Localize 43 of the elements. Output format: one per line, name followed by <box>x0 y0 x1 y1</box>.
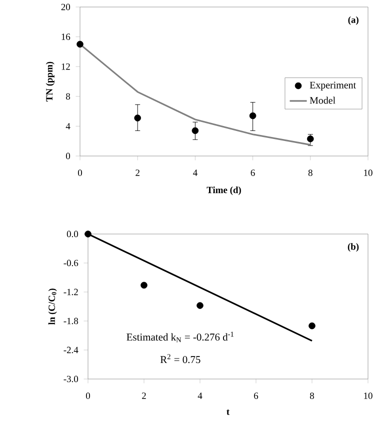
x-tick-label: 0 <box>78 170 82 176</box>
x-tick-label: 6 <box>254 392 258 399</box>
x-tick-label: 2 <box>136 170 140 176</box>
y-axis-title: ln (C/C$_{0}$) <box>48 288 57 325</box>
annotation: (b) <box>348 243 359 252</box>
annotation: (a) <box>348 16 358 25</box>
point <box>76 40 84 48</box>
x-tick-label: 6 <box>250 170 255 176</box>
point <box>192 127 199 134</box>
legend-label: Experiment <box>310 82 356 90</box>
y-tick-label: -3.0 <box>64 376 78 382</box>
y-tick-label: -1.8 <box>64 318 78 324</box>
y-tick-label: 12 <box>62 63 70 70</box>
point <box>140 282 148 289</box>
y-tick-label: 20 <box>61 4 70 10</box>
legend-label: Model <box>310 96 336 104</box>
x-axis-title: Time (d) <box>206 186 241 196</box>
y-tick-label: -2.4 <box>64 346 78 354</box>
y-tick-label: 16 <box>62 34 70 40</box>
y-tick-label: -1.2 <box>64 288 78 296</box>
point <box>84 230 92 238</box>
point <box>249 112 256 120</box>
point <box>196 302 204 309</box>
x-tick-label: 2 <box>142 392 146 399</box>
x-tick-label: 8 <box>310 392 314 399</box>
y-tick-label: 0 <box>66 152 70 160</box>
point <box>308 322 316 330</box>
y-axis-title: TN (ppm) <box>46 62 54 102</box>
point <box>307 135 314 142</box>
x-tick-label: 8 <box>308 170 312 176</box>
y-tick-label: 0.0 <box>66 230 78 238</box>
annotation: R$^{2}$ = 0.75 <box>160 354 200 364</box>
x-tick-label: 10 <box>364 170 372 176</box>
x-axis-title: t <box>226 410 230 415</box>
y-tick-label: -0.6 <box>64 260 78 266</box>
y-tick-label: 4 <box>66 123 70 130</box>
x-tick-label: 4 <box>198 392 202 399</box>
x-tick-label: 0 <box>86 392 90 399</box>
x-tick-label: 10 <box>364 392 372 399</box>
x-tick-label: 4 <box>193 170 198 176</box>
annotation: Estimated k$_{N}$ = -0.276 d$^{-1}$ <box>126 332 234 342</box>
y-tick-label: 8 <box>66 93 70 100</box>
point <box>134 114 141 122</box>
